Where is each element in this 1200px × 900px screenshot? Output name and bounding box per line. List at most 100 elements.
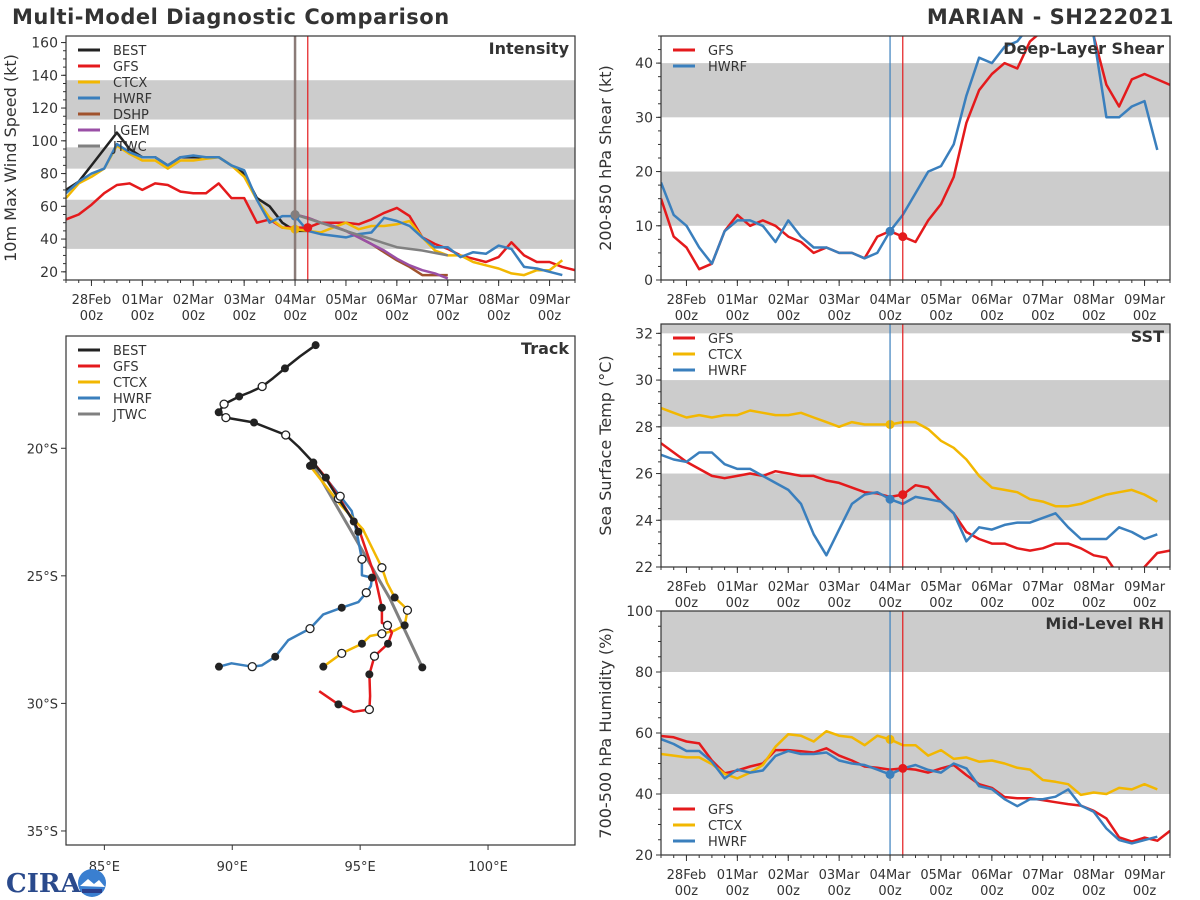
track-point-filled [319,662,328,671]
track-point-open [219,399,229,409]
x-tick-day: 06Mar [971,868,1013,883]
x-tick-day: 03Mar [819,293,861,308]
legend-label: JTWC [112,140,147,155]
y-axis-label: Sea Surface Temp (°C) [596,355,615,535]
track-point-filled [367,573,376,582]
y-tick-label: 80 [635,665,653,681]
x-tick-day: 28Feb [667,293,707,308]
series-line-ctcx [661,729,1158,797]
x-tick-hour: 00z [436,309,460,324]
x-tick-hour: 00z [1133,884,1157,899]
track-point-open [369,651,380,661]
series-line-hwrf [661,737,1158,845]
legend-label: DSHP [113,108,149,123]
intensity-band [661,63,1170,118]
cira-logo: CIRA [6,869,106,898]
plot-frame [660,610,1171,856]
y-tick-label: 10 [635,219,653,235]
track-line-hwrf [218,461,374,668]
x-tick-hour: 00z [182,309,206,324]
x-tick-hour: 00z [1082,884,1106,899]
x-tick-day: 08Mar [478,293,520,308]
y-tick-label: 80 [40,167,58,183]
series-line-ctcx [661,406,1158,508]
legend-label: CTCX [708,348,742,363]
x-tick-day: 04Mar [870,580,912,595]
track-line-ctcx [309,465,409,668]
x-tick-hour: 00z [878,309,902,324]
y-tick-label: 22 [635,560,653,576]
x-tick-hour: 00z [675,309,699,324]
intensity-band [661,171,1170,226]
series-line-hwrf [661,451,1158,557]
x-tick-day: 08Mar [1073,868,1115,883]
y-tick-label: 40 [635,56,653,72]
track-point-filled [354,527,363,536]
x-tick-hour: 00z [777,309,801,324]
track-point-open [377,629,387,639]
track-point-filled [214,408,223,417]
y-tick-label: 26 [635,467,653,483]
track-point-filled [365,670,374,679]
track-point-open [257,381,267,392]
legend-label: CTCX [113,376,147,391]
plot-frame [660,35,1171,281]
y-axis-label: 10m Max Wind Speed (kt) [1,54,20,262]
y-tick-label: 28 [635,420,653,436]
y-tick-label: 100 [31,134,58,150]
y-tick-label: 30 [635,110,653,126]
intensity-band [66,80,575,120]
y-tick-label: 40 [40,232,58,248]
x-tick-day: 28Feb [72,293,112,308]
y-tick-label: 20 [40,265,58,281]
x-tick-day: 04Mar [870,868,912,883]
track-point-filled [235,392,244,401]
legend-label: GFS [113,60,139,75]
x-tick-hour: 00z [878,596,902,611]
legend-label: HWRF [708,364,747,379]
y-axis-label: 200-850 hPa Shear (kt) [596,65,615,251]
x-tick-day: 08Mar [1073,580,1115,595]
rh-panel: 2040608010028Feb00z01Mar00z02Mar00z03Mar… [596,604,1171,899]
x-tick-day: 28Feb [667,580,707,595]
x-tick-hour: 00z [777,884,801,899]
track-point-open [335,491,345,501]
x-tick-label: 100°E [468,860,508,875]
track-point-filled [214,662,223,671]
track-point-open [402,605,413,615]
x-tick-label: 90°E [217,860,248,875]
legend-label: BEST [113,344,146,359]
legend-label: BEST [113,44,146,59]
x-tick-label: 95°E [345,860,376,875]
panel-title: Mid-Level RH [1045,614,1164,633]
track-point-open [364,704,375,715]
legend-label: LGEM [113,124,150,139]
track-point-filled [390,593,399,602]
track-point-filled [337,603,346,612]
sst-panel: 22242628303228Feb00z01Mar00z02Mar00z03Ma… [596,323,1171,611]
x-tick-day: 09Mar [1124,293,1166,308]
plot-frame [660,323,1171,568]
x-tick-day: 09Mar [1124,580,1166,595]
y-tick-label: 0 [644,273,653,289]
x-tick-hour: 00z [1082,596,1106,611]
x-tick-hour: 00z [980,884,1004,899]
x-tick-day: 09Mar [1124,868,1166,883]
track-point-filled [271,652,280,661]
y-tick-label: 120 [31,101,58,117]
series-line-hwrf [66,142,563,277]
legend-label: JTWC [112,408,147,423]
track-point-open [337,648,347,659]
x-tick-hour: 00z [334,309,358,324]
panel-title: Intensity [489,39,570,58]
x-tick-day: 03Mar [819,868,861,883]
y-tick-label: 20 [635,165,653,181]
x-tick-hour: 00z [131,309,155,324]
x-tick-hour: 00z [827,884,851,899]
chart-title: Multi-Model Diagnostic Comparison [12,5,450,29]
y-tick-label: 60 [635,726,653,742]
x-tick-hour: 00z [827,596,851,611]
legend-label: HWRF [113,392,152,407]
cira-logo-text: CIRA [6,869,81,898]
x-tick-hour: 00z [980,309,1004,324]
